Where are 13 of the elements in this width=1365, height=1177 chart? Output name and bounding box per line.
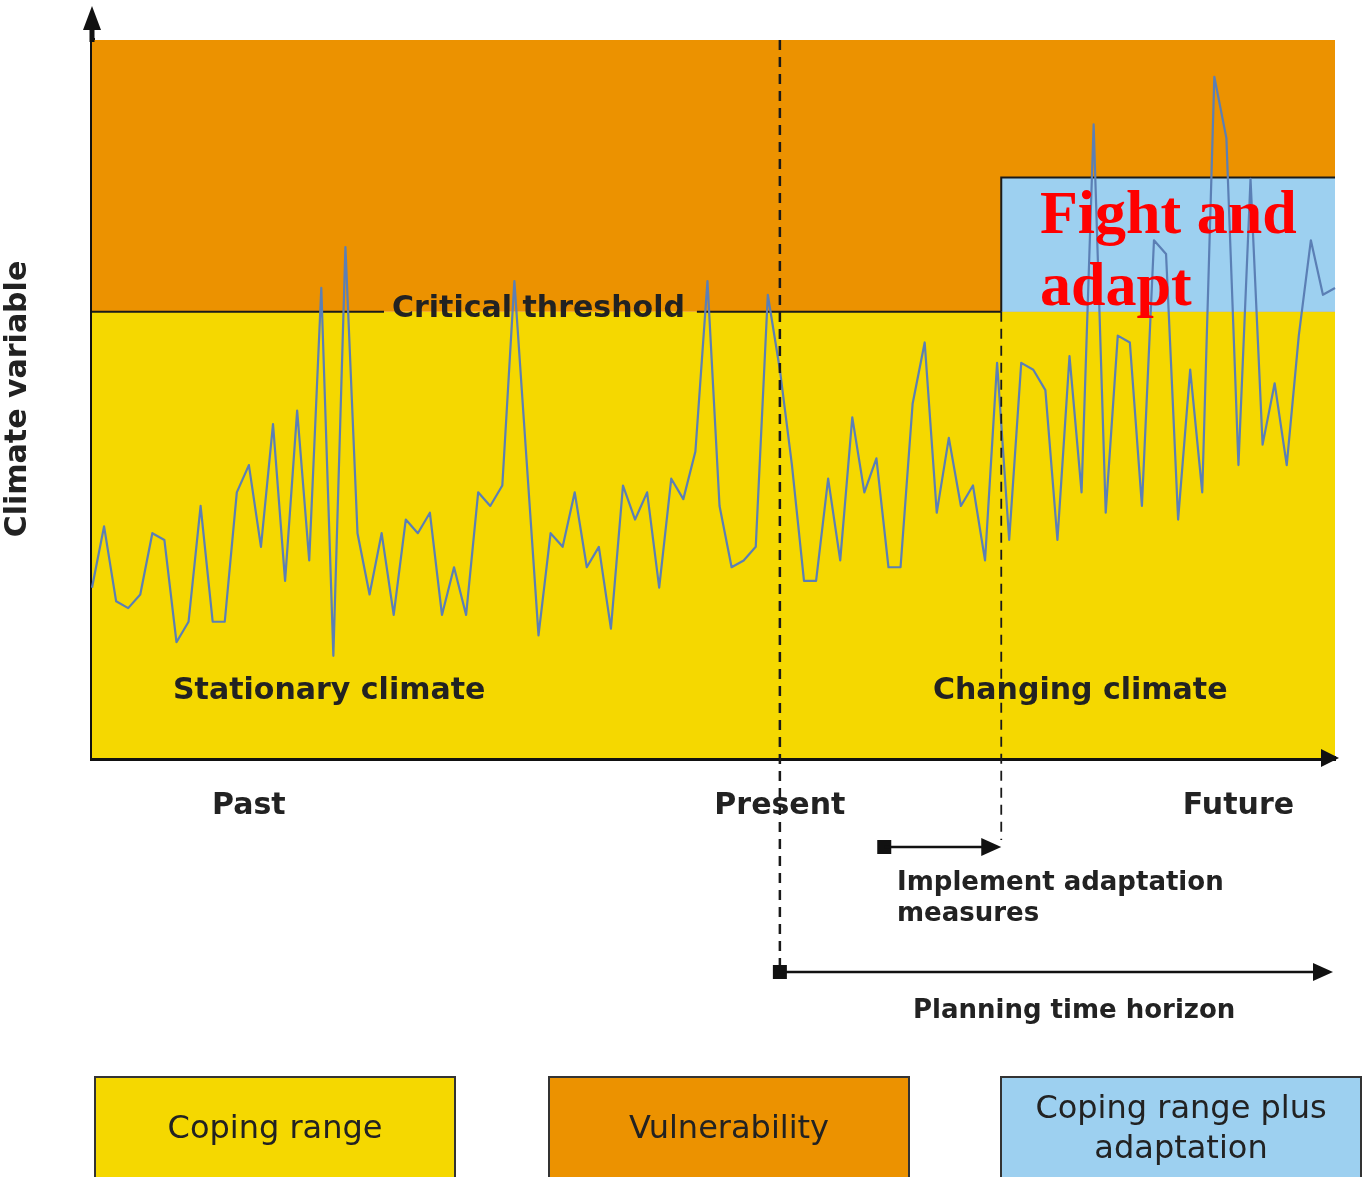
- x-tick-label: Present: [714, 785, 846, 821]
- annotation: Changing climate: [933, 671, 1228, 706]
- y-axis-title: Climate variable: [0, 260, 33, 538]
- text: Planning time horizon: [913, 994, 1237, 1025]
- text: Coping range plus adaptation: [1035, 1088, 1327, 1167]
- annotation: Stationary climate: [173, 671, 486, 706]
- ref-line-label: Critical threshold: [392, 288, 685, 324]
- x-tick-label: Future: [1182, 785, 1295, 821]
- text: Implement adaptation measures: [897, 866, 1225, 928]
- annotation: Fight and adapt: [1040, 177, 1298, 320]
- x-tick-label: Past: [212, 785, 286, 821]
- text: Vulnerability: [628, 1108, 830, 1147]
- text: Coping range: [167, 1108, 383, 1147]
